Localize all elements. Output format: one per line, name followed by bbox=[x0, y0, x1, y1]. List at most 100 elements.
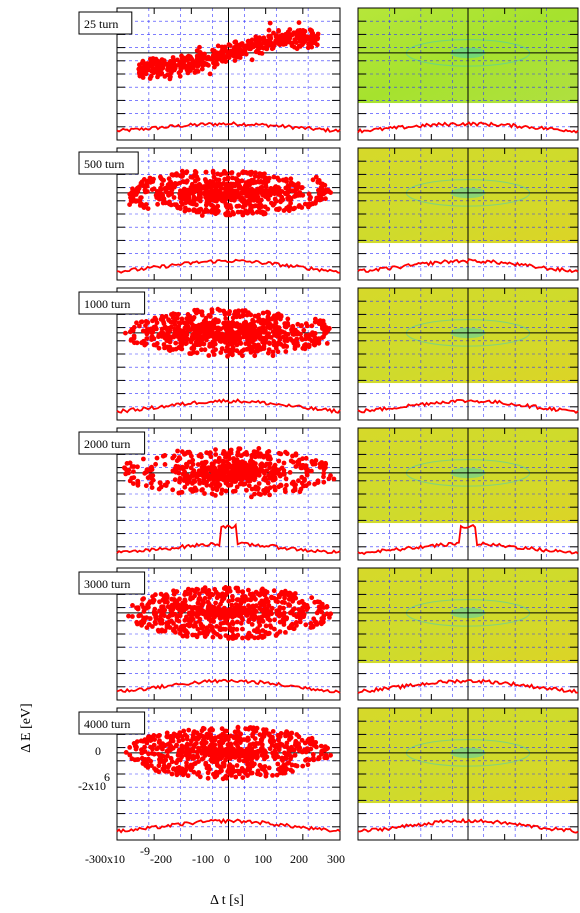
data-point bbox=[243, 190, 249, 196]
data-point bbox=[272, 617, 277, 623]
data-point bbox=[177, 479, 182, 485]
data-point bbox=[197, 335, 203, 340]
data-point bbox=[224, 753, 230, 758]
data-point bbox=[241, 482, 246, 487]
data-point bbox=[178, 328, 184, 334]
data-point bbox=[271, 30, 276, 36]
data-point bbox=[260, 310, 266, 316]
data-point bbox=[179, 603, 185, 609]
data-point bbox=[231, 53, 237, 59]
data-point bbox=[201, 341, 207, 347]
data-point bbox=[128, 337, 134, 342]
data-point bbox=[234, 484, 240, 490]
panel-row: 500 turn bbox=[78, 147, 579, 281]
data-point bbox=[250, 731, 256, 737]
data-point bbox=[317, 190, 323, 196]
data-point bbox=[275, 599, 281, 605]
data-point bbox=[275, 761, 281, 767]
data-point bbox=[289, 328, 295, 334]
data-point bbox=[295, 181, 301, 187]
data-point bbox=[215, 43, 221, 49]
x-tick-label: 300 bbox=[327, 852, 345, 866]
data-point bbox=[139, 179, 145, 185]
data-point bbox=[224, 324, 230, 330]
data-point bbox=[289, 621, 295, 627]
data-point bbox=[255, 591, 261, 597]
data-point bbox=[156, 334, 161, 340]
data-point bbox=[169, 771, 175, 777]
data-point bbox=[237, 750, 243, 756]
data-point bbox=[267, 20, 273, 26]
data-point bbox=[192, 326, 198, 332]
data-point bbox=[208, 314, 213, 319]
data-point bbox=[212, 737, 218, 743]
data-point bbox=[252, 491, 257, 497]
data-point bbox=[227, 347, 233, 353]
data-point bbox=[213, 177, 219, 183]
data-point bbox=[307, 27, 313, 33]
data-point bbox=[198, 191, 204, 197]
data-point bbox=[243, 470, 249, 476]
data-point bbox=[309, 459, 315, 465]
data-point bbox=[295, 330, 301, 335]
data-point bbox=[155, 201, 161, 207]
data-point bbox=[283, 176, 289, 182]
data-point bbox=[135, 464, 140, 470]
data-point bbox=[327, 615, 332, 620]
data-point bbox=[287, 470, 293, 475]
y-tick-exponent: 6 bbox=[104, 770, 110, 784]
data-point bbox=[272, 462, 278, 468]
data-point bbox=[248, 751, 254, 756]
data-point bbox=[198, 62, 204, 67]
data-point bbox=[319, 196, 325, 202]
data-point bbox=[288, 767, 294, 773]
data-point bbox=[283, 489, 288, 495]
data-point bbox=[154, 189, 160, 194]
density-map-panel bbox=[357, 7, 579, 141]
data-point bbox=[210, 168, 216, 174]
data-point bbox=[179, 346, 185, 352]
data-point bbox=[159, 314, 165, 319]
data-point bbox=[129, 327, 135, 332]
data-point bbox=[278, 483, 284, 488]
data-point bbox=[180, 633, 186, 639]
data-point bbox=[166, 184, 172, 189]
data-point bbox=[234, 342, 240, 348]
data-point bbox=[257, 50, 262, 56]
data-point bbox=[190, 632, 196, 638]
data-point bbox=[127, 202, 132, 208]
data-point bbox=[277, 334, 282, 340]
data-point bbox=[171, 58, 177, 64]
data-point bbox=[270, 349, 276, 355]
line-profile bbox=[116, 121, 341, 133]
data-point bbox=[302, 201, 308, 207]
data-point bbox=[247, 170, 253, 175]
data-point bbox=[176, 733, 181, 739]
data-point bbox=[131, 333, 137, 339]
data-point bbox=[299, 35, 305, 41]
data-point bbox=[145, 320, 151, 325]
data-point bbox=[197, 591, 202, 597]
data-point bbox=[206, 588, 212, 593]
line-profile bbox=[357, 121, 579, 134]
data-point bbox=[276, 613, 282, 619]
data-point bbox=[131, 469, 136, 474]
data-point bbox=[234, 763, 240, 768]
data-point bbox=[266, 175, 272, 181]
data-point bbox=[321, 470, 327, 476]
data-point bbox=[280, 197, 286, 203]
data-point bbox=[226, 203, 231, 209]
data-point bbox=[135, 480, 141, 486]
data-point bbox=[227, 449, 232, 455]
data-point bbox=[166, 338, 172, 344]
data-point bbox=[182, 325, 188, 331]
data-point bbox=[311, 757, 317, 763]
x-tick-label: 0 bbox=[224, 852, 230, 866]
data-point bbox=[233, 774, 239, 780]
data-point bbox=[246, 483, 252, 489]
data-point bbox=[137, 73, 143, 79]
data-point bbox=[191, 189, 197, 195]
data-point bbox=[297, 608, 303, 613]
data-point bbox=[144, 180, 150, 186]
data-point bbox=[264, 188, 270, 194]
